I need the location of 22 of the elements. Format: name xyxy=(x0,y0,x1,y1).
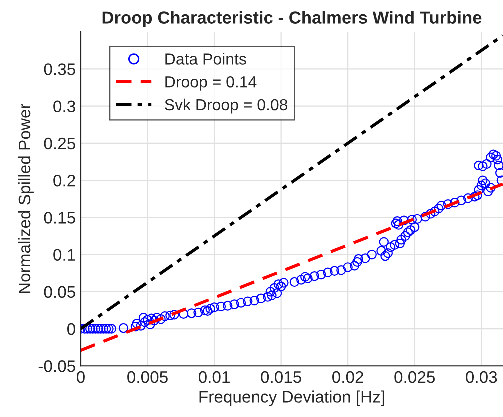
x-tick-label: 0.015 xyxy=(261,371,302,384)
x-axis-title: Frequency Deviation [Hz] xyxy=(200,390,384,406)
x-tick-label: 0.005 xyxy=(128,371,168,384)
x-tick-label: 0.01 xyxy=(198,371,230,384)
y-tick-label: 0.2 xyxy=(54,174,76,187)
y-tick-label: 0.3 xyxy=(54,100,76,113)
x-tick-label: 0.025 xyxy=(394,371,436,384)
y-tick-label: 0.1 xyxy=(54,249,76,261)
y-tick-label: 0 xyxy=(68,323,76,336)
x-tick-label: 0.02 xyxy=(332,371,364,384)
y-tick-label: 0.05 xyxy=(44,286,76,298)
y-tick-label: -0.05 xyxy=(38,360,76,372)
y-tick-label: 0.15 xyxy=(44,212,76,224)
legend-label: Droop = 0.14 xyxy=(166,76,257,91)
x-tick-label: 0.03 xyxy=(466,371,498,384)
legend-label: Data Points xyxy=(166,53,246,65)
legend-label: Svk Droop = 0.08 xyxy=(165,98,288,114)
x-tick-label: 0 xyxy=(77,371,85,384)
y-axis-title: Normalized Spilled Power xyxy=(18,104,34,294)
y-tick-label: 0.35 xyxy=(44,64,76,76)
chart-title: Droop Characteristic - Chalmers Wind Turbine xyxy=(102,11,482,28)
y-tick-label: 0.25 xyxy=(44,138,76,150)
